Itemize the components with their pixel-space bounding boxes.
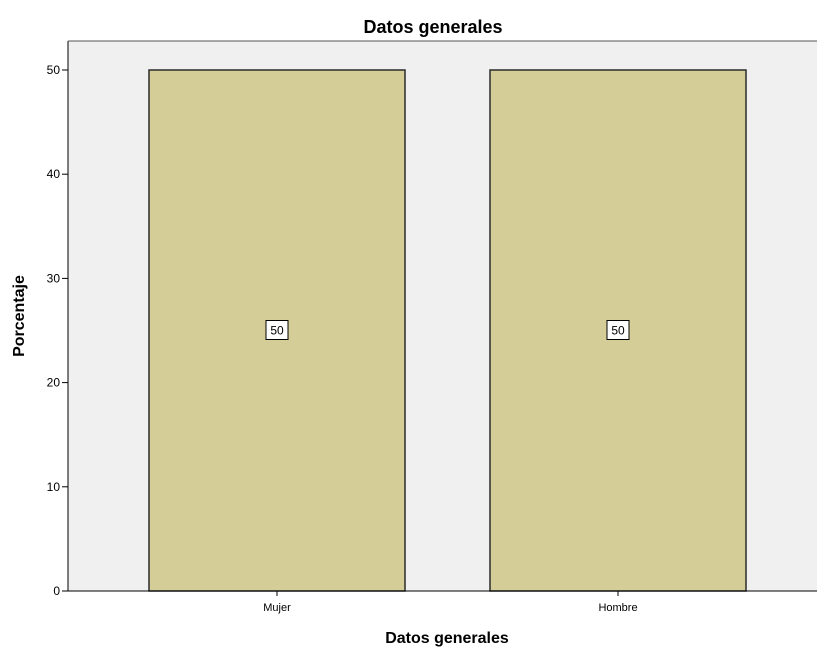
y-tick-label: 30: [47, 271, 61, 285]
y-tick-label: 40: [47, 167, 61, 181]
y-tick-label: 20: [47, 376, 61, 390]
y-tick-label: 10: [47, 480, 61, 494]
x-tick-label-hombre: Hombre: [598, 602, 637, 614]
data-label-box-mujer: [265, 320, 289, 340]
x-tick-label-mujer: Mujer: [263, 602, 291, 614]
data-label-box-hombre: [606, 320, 630, 340]
data-label-mujer: 50: [270, 324, 284, 338]
x-axis-label: Datos generales: [385, 630, 509, 647]
y-tick-label: 50: [47, 63, 61, 77]
y-tick-label: 0: [53, 584, 60, 598]
data-label-hombre: 50: [611, 324, 625, 338]
y-axis-label: Porcentaje: [11, 275, 28, 357]
chart-title: Datos generales: [363, 17, 502, 37]
